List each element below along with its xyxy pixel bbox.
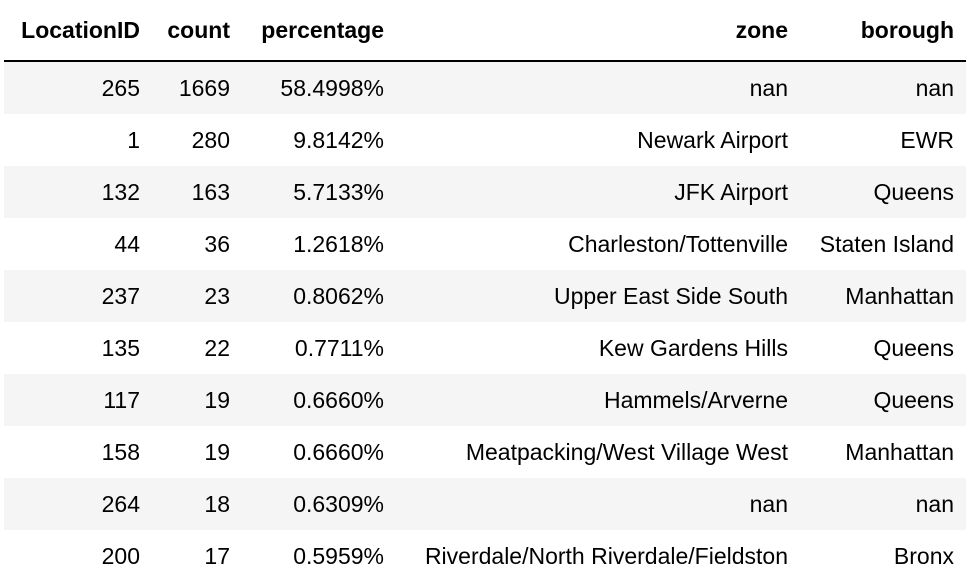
cell-location-id: 158 bbox=[101, 438, 140, 465]
cell-zone: Kew Gardens Hills bbox=[598, 334, 788, 361]
table-header-row: LocationID count percentage zone borough bbox=[4, 0, 966, 62]
header-zone: zone bbox=[396, 0, 800, 62]
cell-count: 19 bbox=[204, 438, 230, 465]
cell-count: 1669 bbox=[178, 74, 230, 101]
cell-percentage: 0.6309% bbox=[293, 490, 384, 517]
cell-borough: nan bbox=[915, 490, 954, 517]
cell-borough: Staten Island bbox=[819, 230, 954, 257]
cell-borough: EWR bbox=[900, 126, 954, 153]
cell-zone: nan bbox=[749, 490, 788, 517]
cell-borough: Manhattan bbox=[845, 438, 954, 465]
cell-zone: Charleston/Tottenville bbox=[568, 230, 788, 257]
cell-percentage: 5.7133% bbox=[293, 178, 384, 205]
header-borough: borough bbox=[800, 0, 966, 62]
cell-borough: Manhattan bbox=[845, 282, 954, 309]
cell-location-id: 135 bbox=[101, 334, 140, 361]
header-percentage: percentage bbox=[242, 0, 396, 62]
table-row: 1 280 9.8142% Newark Airport EWR bbox=[4, 114, 966, 166]
cell-zone: Hammels/Arverne bbox=[603, 386, 788, 413]
table-row: 132 163 5.7133% JFK Airport Queens bbox=[4, 166, 966, 218]
cell-location-id: 44 bbox=[114, 230, 140, 257]
cell-count: 19 bbox=[204, 386, 230, 413]
cell-count: 23 bbox=[204, 282, 230, 309]
cell-count: 22 bbox=[204, 334, 230, 361]
cell-percentage: 0.5959% bbox=[293, 542, 384, 569]
cell-count: 17 bbox=[204, 542, 230, 569]
header-location-id: LocationID bbox=[4, 0, 152, 62]
cell-percentage: 0.8062% bbox=[293, 282, 384, 309]
table-row: 264 18 0.6309% nan nan bbox=[4, 478, 966, 530]
cell-location-id: 264 bbox=[101, 490, 140, 517]
cell-count: 18 bbox=[204, 490, 230, 517]
cell-location-id: 1 bbox=[127, 126, 140, 153]
table-row: 237 23 0.8062% Upper East Side South Man… bbox=[4, 270, 966, 322]
cell-borough: Bronx bbox=[893, 542, 954, 569]
cell-zone: Upper East Side South bbox=[554, 282, 788, 309]
cell-count: 280 bbox=[191, 126, 230, 153]
cell-zone: Meatpacking/West Village West bbox=[465, 438, 788, 465]
cell-location-id: 237 bbox=[101, 282, 140, 309]
cell-borough: Queens bbox=[873, 334, 954, 361]
cell-count: 36 bbox=[204, 230, 230, 257]
table-row: 135 22 0.7711% Kew Gardens Hills Queens bbox=[4, 322, 966, 374]
table-row: 200 17 0.5959% Riverdale/North Riverdale… bbox=[4, 530, 966, 582]
table-row: 117 19 0.6660% Hammels/Arverne Queens bbox=[4, 374, 966, 426]
cell-location-id: 132 bbox=[101, 178, 140, 205]
table-row: 158 19 0.6660% Meatpacking/West Village … bbox=[4, 426, 966, 478]
cell-percentage: 1.2618% bbox=[293, 230, 384, 257]
cell-percentage: 0.7711% bbox=[294, 334, 384, 361]
cell-location-id: 265 bbox=[101, 74, 140, 101]
cell-percentage: 0.6660% bbox=[293, 386, 384, 413]
cell-count: 163 bbox=[191, 178, 230, 205]
table-row: 44 36 1.2618% Charleston/Tottenville Sta… bbox=[4, 218, 966, 270]
cell-borough: Queens bbox=[873, 178, 954, 205]
table-row: 265 1669 58.4998% nan nan bbox=[4, 61, 966, 114]
cell-zone: Newark Airport bbox=[637, 126, 788, 153]
cell-percentage: 9.8142% bbox=[293, 126, 384, 153]
cell-borough: nan bbox=[915, 74, 954, 101]
cell-zone: JFK Airport bbox=[674, 178, 788, 205]
cell-percentage: 0.6660% bbox=[293, 438, 384, 465]
dataframe-table: LocationID count percentage zone borough… bbox=[4, 0, 966, 582]
cell-zone: nan bbox=[749, 74, 788, 101]
cell-location-id: 117 bbox=[103, 386, 140, 413]
cell-borough: Queens bbox=[873, 386, 954, 413]
cell-location-id: 200 bbox=[101, 542, 140, 569]
header-count: count bbox=[152, 0, 242, 62]
cell-percentage: 58.4998% bbox=[280, 74, 384, 101]
cell-zone: Riverdale/North Riverdale/Fieldston bbox=[424, 542, 788, 569]
